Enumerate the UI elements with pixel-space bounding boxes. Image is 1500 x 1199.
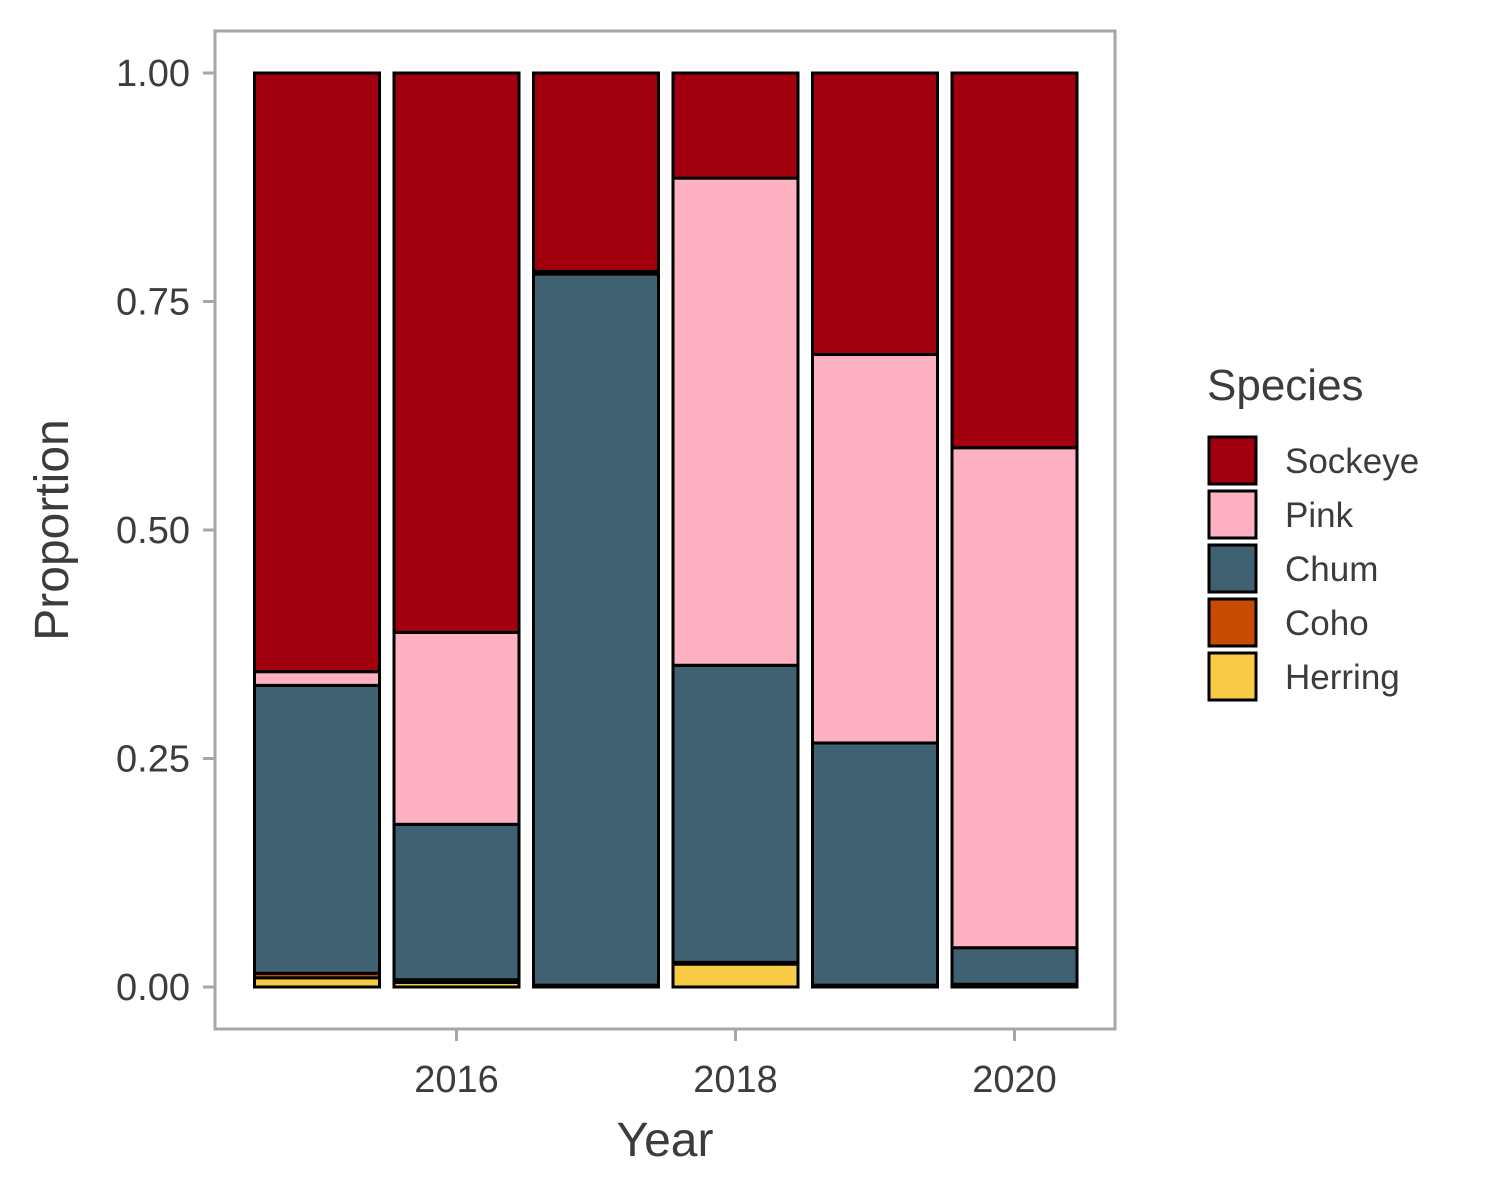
- legend-key-pink: [1207, 489, 1258, 540]
- bar-segment-pink-2015: [253, 670, 381, 687]
- legend-title: Species: [1207, 361, 1364, 410]
- bar-segment-pink-2020: [950, 446, 1079, 950]
- legend-key-herring: [1207, 651, 1258, 702]
- bar-segment-pink-2018: [671, 176, 800, 667]
- bar-segment-chum-2015: [253, 683, 381, 975]
- bar-segment-pink-2016: [392, 630, 521, 826]
- legend-label-pink: Pink: [1285, 496, 1354, 535]
- bar-segment-chum-2016: [392, 822, 521, 982]
- bar-segment-chum-2017: [532, 272, 660, 987]
- legend-key-chum: [1207, 543, 1258, 594]
- bars-layer: [253, 71, 1079, 989]
- bar-segment-sockeye-2015: [253, 71, 381, 674]
- bar-segment-sockeye-2016: [392, 71, 521, 634]
- bar-segment-sockeye-2018: [671, 71, 800, 180]
- y-axis-title: Proportion: [26, 419, 79, 640]
- bar-segment-pink-2019: [811, 353, 939, 745]
- bar-segment-chum-2018: [671, 663, 800, 964]
- y-tick-label: 0.25: [116, 739, 190, 781]
- x-axis-title: Year: [617, 1114, 714, 1167]
- bar-segment-chum-2019: [811, 741, 939, 987]
- y-tick-label: 1.00: [116, 53, 190, 95]
- legend-label-coho: Coho: [1285, 604, 1369, 643]
- bar-segment-sockeye-2019: [811, 71, 939, 357]
- bar-segment-sockeye-2020: [950, 71, 1079, 450]
- legend-label-herring: Herring: [1285, 658, 1400, 697]
- y-tick-label: 0.75: [116, 282, 190, 324]
- x-axis: 2016 2018 2020: [414, 1029, 1057, 1101]
- legend-label-chum: Chum: [1285, 550, 1378, 589]
- x-tick-label: 2020: [972, 1059, 1057, 1101]
- y-tick-label: 0.50: [116, 510, 190, 552]
- bar-segment-chum-2020: [950, 946, 1079, 986]
- legend: Species Sockeye Pink Chum Coho Herring: [1207, 361, 1419, 702]
- legend-label-sockeye: Sockeye: [1285, 442, 1419, 481]
- bar-segment-herring-2018: [671, 962, 800, 989]
- legend-key-coho: [1207, 597, 1258, 648]
- y-tick-label: 0.00: [116, 967, 190, 1009]
- x-tick-label: 2018: [693, 1059, 778, 1101]
- bar-segment-sockeye-2017: [532, 71, 660, 273]
- legend-key-sockeye: [1207, 435, 1258, 486]
- y-axis: 0.00 0.25 0.50 0.75 1.00: [116, 53, 215, 1009]
- x-tick-label: 2016: [414, 1059, 499, 1101]
